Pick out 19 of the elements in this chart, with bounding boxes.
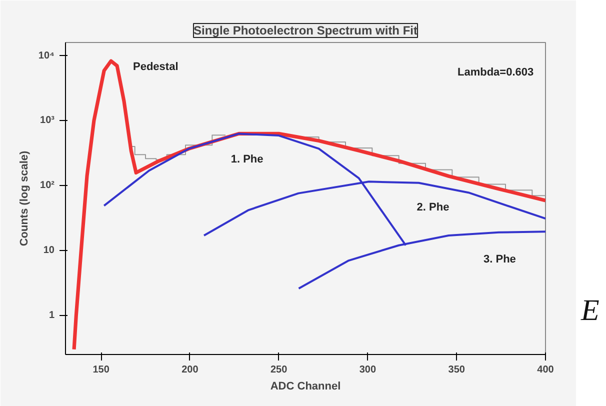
y-tick-label: 10 — [43, 245, 55, 256]
y-tick-label: 10³ — [40, 115, 56, 126]
x-tick-label: 150 — [92, 364, 110, 376]
series-label: Pedestal — [133, 61, 178, 74]
y-tick-label: 1 — [48, 310, 55, 321]
x-tick-label: 350 — [448, 364, 466, 376]
x-tick-label: 400 — [537, 364, 554, 376]
y-tick-label: 10⁴ — [38, 50, 55, 62]
x-axis-title: ADC Channel — [270, 380, 341, 392]
x-tick-label: 300 — [359, 364, 377, 376]
annotation: Lambda=0.603 — [458, 66, 534, 78]
y-axis-title: Counts (log scale) — [18, 150, 30, 246]
series-label: 1. Phe — [230, 154, 264, 166]
y-tick-label: 10² — [40, 180, 56, 192]
x-tick-label: 250 — [270, 364, 288, 376]
x-tick-label: 200 — [182, 364, 199, 376]
series-label: 3. Phe — [484, 254, 516, 266]
text: E — [581, 293, 600, 329]
series-label: 2. Phe — [416, 202, 450, 214]
